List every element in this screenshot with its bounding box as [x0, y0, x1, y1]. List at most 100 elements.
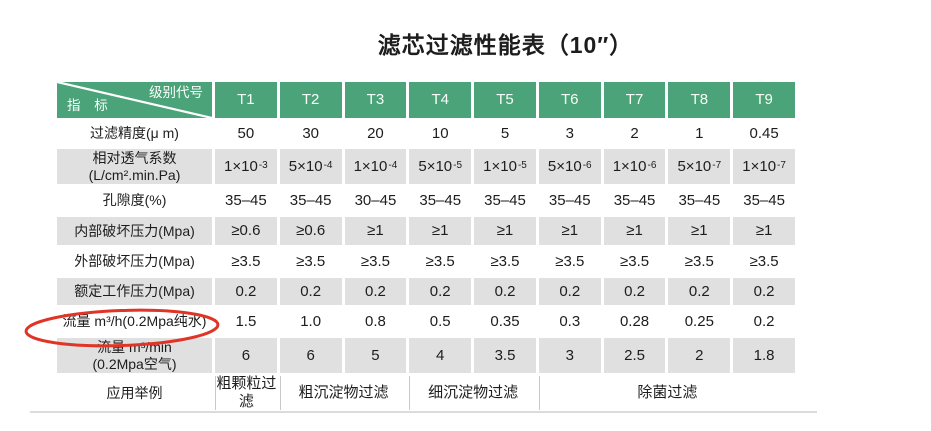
- table-cell: 50: [237, 124, 255, 142]
- table-cell: ≥3.5: [620, 252, 650, 270]
- table-cell: 1.8: [733, 338, 795, 373]
- table-cell: 1×10 -3: [215, 149, 277, 184]
- table-cell: 5: [500, 124, 510, 142]
- table-cell: 35–45: [484, 191, 526, 209]
- column-header-t3: T3: [344, 82, 407, 118]
- table-cell: ≥3.5: [490, 252, 520, 270]
- table-cell: 5×10 -4: [279, 149, 342, 184]
- table-cell: 35–45: [419, 191, 462, 209]
- table-cell: 0.45: [749, 124, 779, 142]
- table-cell: 2.5: [603, 338, 666, 373]
- table-cell: 5×10 -5: [409, 149, 472, 184]
- row-label: 内部破坏压力(Mpa): [57, 217, 212, 245]
- row-label-circled: 流量 m³/h(0.2Mpa纯水): [62, 313, 207, 330]
- corner-grade-code-label: 级别代号: [149, 85, 203, 100]
- table-cell: 0.2: [215, 278, 277, 305]
- table-cell: ≥3.5: [231, 252, 261, 270]
- table-cell: 5×10 -6: [538, 149, 601, 184]
- table-cell: 1×10 -5: [474, 149, 536, 184]
- diagonal-divider: [57, 82, 212, 118]
- table-cell: 5: [344, 338, 407, 373]
- table-cell: 30–45: [354, 191, 397, 209]
- table-cell: ≥0.6: [215, 217, 277, 245]
- table-cell: 4: [409, 338, 472, 373]
- table-cell: 6: [215, 338, 277, 373]
- table-cell: ≥3.5: [425, 252, 455, 270]
- table-cell: 10: [431, 124, 449, 142]
- table-cell: 1.0: [300, 312, 322, 330]
- row-label: 外部破坏压力(Mpa): [74, 253, 195, 270]
- table-cell: 0.2: [538, 278, 601, 305]
- performance-table: 级别代号 指 标 T1 T2 T3 T4 T5 T6 T7 T8 T9 过滤精度(μ m) 50 30…: [57, 82, 795, 410]
- table-cell: 35–45: [289, 191, 332, 209]
- row-label: 额定工作压力(Mpa): [57, 278, 212, 305]
- column-header-t4: T4: [409, 82, 472, 118]
- corner-indicator-label: 指 标: [67, 98, 113, 114]
- table-cell: 0.2: [668, 278, 731, 305]
- table-cell: 0.3: [559, 312, 581, 330]
- row-label: 相对透气系数 (L/cm².min.Pa): [57, 149, 212, 184]
- row-label: 孔隙度(%): [102, 192, 167, 209]
- table-cell: 1×10 -4: [344, 149, 407, 184]
- table-cell: ≥3.5: [749, 252, 779, 270]
- column-header-t2: T2: [279, 82, 342, 118]
- table-cell: 30: [302, 124, 319, 142]
- table-cell: ≥3.5: [555, 252, 585, 270]
- row-label: 过滤精度(μ m): [90, 125, 179, 142]
- table-cell: ≥1: [344, 217, 407, 245]
- row-label: 流量 m³/min (0.2Mpa空气): [57, 338, 212, 373]
- table-cell: ≥3.5: [360, 252, 390, 270]
- table-cell: 1.5: [235, 312, 257, 330]
- table-cell: 35–45: [548, 191, 591, 209]
- column-header-t5: T5: [474, 82, 536, 118]
- column-header-t8: T8: [668, 82, 731, 118]
- application-example-cell: 除菌过滤: [538, 376, 795, 410]
- table-cell: 0.2: [279, 278, 342, 305]
- table-cell: ≥1: [603, 217, 666, 245]
- application-example-cell: 粗沉淀物过滤: [279, 376, 407, 410]
- page-title: 滤芯过滤性能表（10″）: [377, 32, 634, 58]
- table-cell: 5×10 -7: [668, 149, 731, 184]
- table-cell: 1×10 -6: [603, 149, 666, 184]
- table-cell: 20: [367, 124, 384, 142]
- table-cell: 0.2: [733, 278, 795, 305]
- column-header-t9: T9: [733, 82, 795, 118]
- table-cell: 35–45: [743, 191, 785, 209]
- table-cell: 0.25: [684, 312, 714, 330]
- table-cell: 0.2: [753, 312, 775, 330]
- table-cell: 2: [668, 338, 731, 373]
- table-cell: 0.2: [474, 278, 536, 305]
- table-cell: ≥1: [668, 217, 731, 245]
- table-cell: ≥1: [538, 217, 601, 245]
- footer-row-label: 应用举例: [106, 384, 163, 401]
- table-cell: 35–45: [678, 191, 721, 209]
- table-cell: ≥1: [474, 217, 536, 245]
- table-cell: 3.5: [474, 338, 536, 373]
- bottom-rule: [30, 411, 817, 413]
- table-cell: 0.28: [619, 312, 650, 330]
- table-cell: 0.5: [429, 312, 451, 330]
- table-cell: 3: [565, 124, 574, 142]
- table-cell: 0.2: [409, 278, 472, 305]
- table-cell: 1×10 -7: [733, 149, 795, 184]
- table-cell: 35–45: [225, 191, 267, 209]
- column-header-t7: T7: [603, 82, 666, 118]
- corner-cell: 级别代号 指 标: [57, 82, 212, 118]
- table-cell: 0.8: [365, 312, 386, 330]
- table-cell: ≥1: [733, 217, 795, 245]
- table-cell: 35–45: [613, 191, 656, 209]
- table-cell: ≥1: [409, 217, 472, 245]
- table-cell: 0.2: [603, 278, 666, 305]
- table-cell: 1: [695, 124, 704, 142]
- table-cell: 3: [538, 338, 601, 373]
- table-cell: 6: [279, 338, 342, 373]
- application-example-cell: 细沉淀物过滤: [409, 376, 536, 410]
- table-cell: 0.35: [490, 312, 520, 330]
- table-cell: ≥0.6: [279, 217, 342, 245]
- application-example-cell: 粗颗粒过滤: [215, 375, 277, 410]
- column-header-t1: T1: [215, 82, 277, 118]
- table-cell: ≥3.5: [684, 252, 714, 270]
- table-cell: 0.2: [344, 278, 407, 305]
- table-cell: ≥3.5: [296, 252, 326, 270]
